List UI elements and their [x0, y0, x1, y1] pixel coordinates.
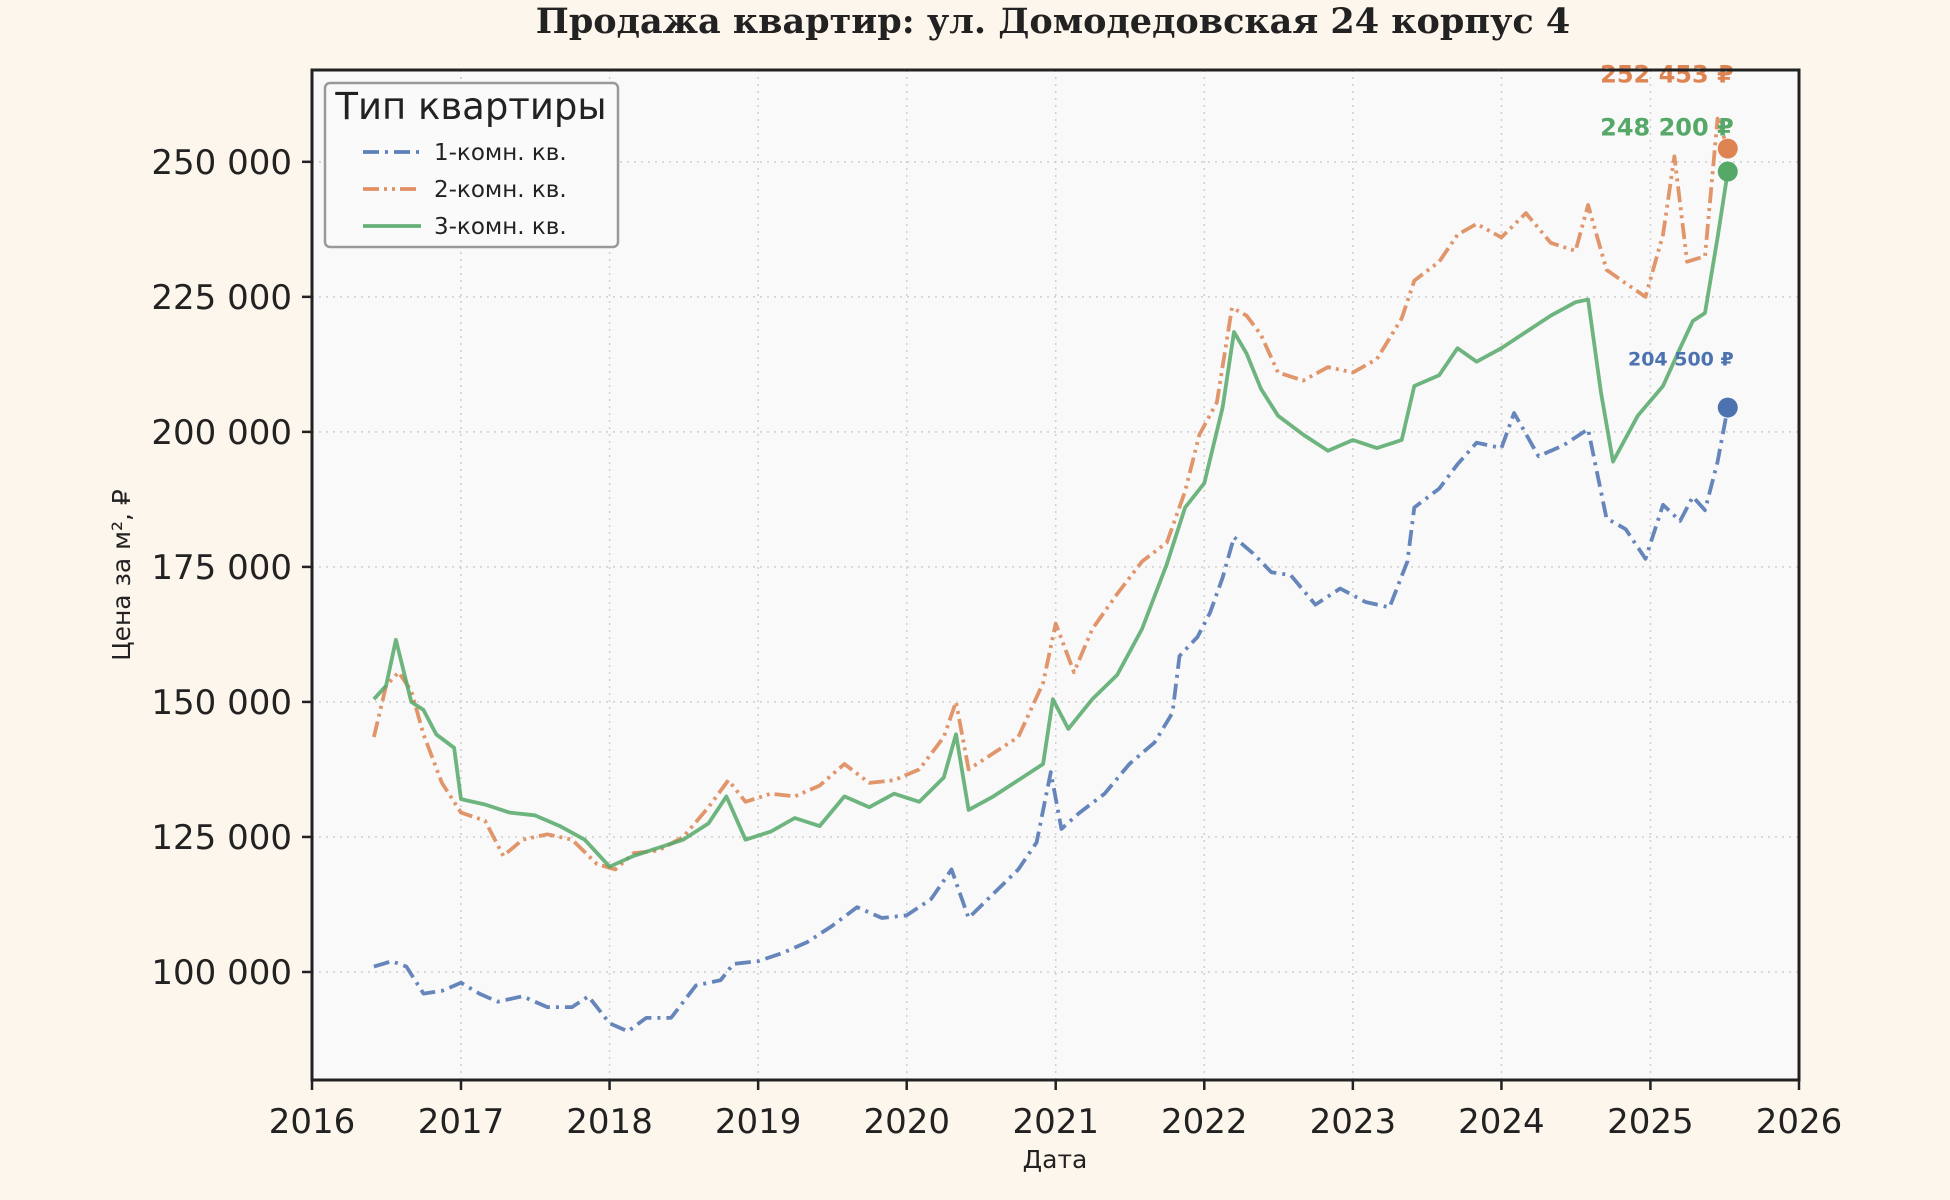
x-tick-label: 2019 [715, 1102, 802, 1142]
series-layer [372, 116, 1730, 1034]
legend-label-1: 1-комн. кв. [434, 140, 567, 166]
x-axis-label: Дата [1023, 1145, 1088, 1174]
x-tick-label: 2017 [418, 1102, 505, 1142]
series-end-marker-3 [1717, 161, 1738, 182]
y-tick-label: 100 000 [151, 953, 292, 993]
y-tick-label: 250 000 [151, 143, 292, 183]
x-tick-label: 2018 [566, 1102, 653, 1142]
legend: Тип квартиры 1-комн. кв. 2-комн. кв. 3-ком… [323, 81, 620, 249]
x-tick-label: 2025 [1607, 1102, 1694, 1142]
ticks-layer: 2016 2017 2018 2019 2020 2021 2022 2023 2024 2025… [151, 143, 1842, 1142]
legend-entries: 1-комн. кв. 2-комн. кв. 3-комн. кв. [363, 140, 567, 240]
x-tick-label: 2026 [1756, 1102, 1843, 1142]
x-tick-label: 2021 [1012, 1102, 1099, 1142]
x-tick-label: 2024 [1458, 1102, 1545, 1142]
x-tick-label: 2020 [863, 1102, 950, 1142]
chart-title: Продажа квартир: ул. Домодедовская 24 ко… [536, 1, 1570, 42]
legend-label-2: 2-комн. кв. [434, 177, 567, 203]
series-end-label-2: 252 453 ₽ [1600, 61, 1734, 89]
series-line-2 [372, 116, 1730, 872]
legend-title: Тип квартиры [334, 85, 606, 128]
x-tick-label: 2023 [1310, 1102, 1397, 1142]
y-tick-label: 150 000 [151, 683, 292, 723]
y-tick-label: 200 000 [151, 413, 292, 453]
series-line-3 [372, 171, 1730, 869]
series-end-marker-1 [1717, 397, 1738, 418]
end-label-layer: 204 500 ₽ 252 453 ₽ 248 200 ₽ [1600, 61, 1738, 418]
series-end-label-1: 204 500 ₽ [1628, 349, 1734, 371]
legend-box [323, 81, 620, 249]
y-tick-label: 225 000 [151, 278, 292, 318]
y-tick-label: 175 000 [151, 548, 292, 588]
series-end-marker-2 [1717, 138, 1738, 159]
x-tick-label: 2022 [1161, 1102, 1248, 1142]
series-end-label-3: 248 200 ₽ [1600, 114, 1734, 142]
legend-label-3: 3-комн. кв. [434, 214, 567, 240]
x-tick-label: 2016 [269, 1102, 356, 1142]
series-line-1 [373, 407, 1730, 1034]
y-axis-label: Цена за м², ₽ [107, 489, 136, 661]
y-tick-label: 125 000 [151, 818, 292, 858]
